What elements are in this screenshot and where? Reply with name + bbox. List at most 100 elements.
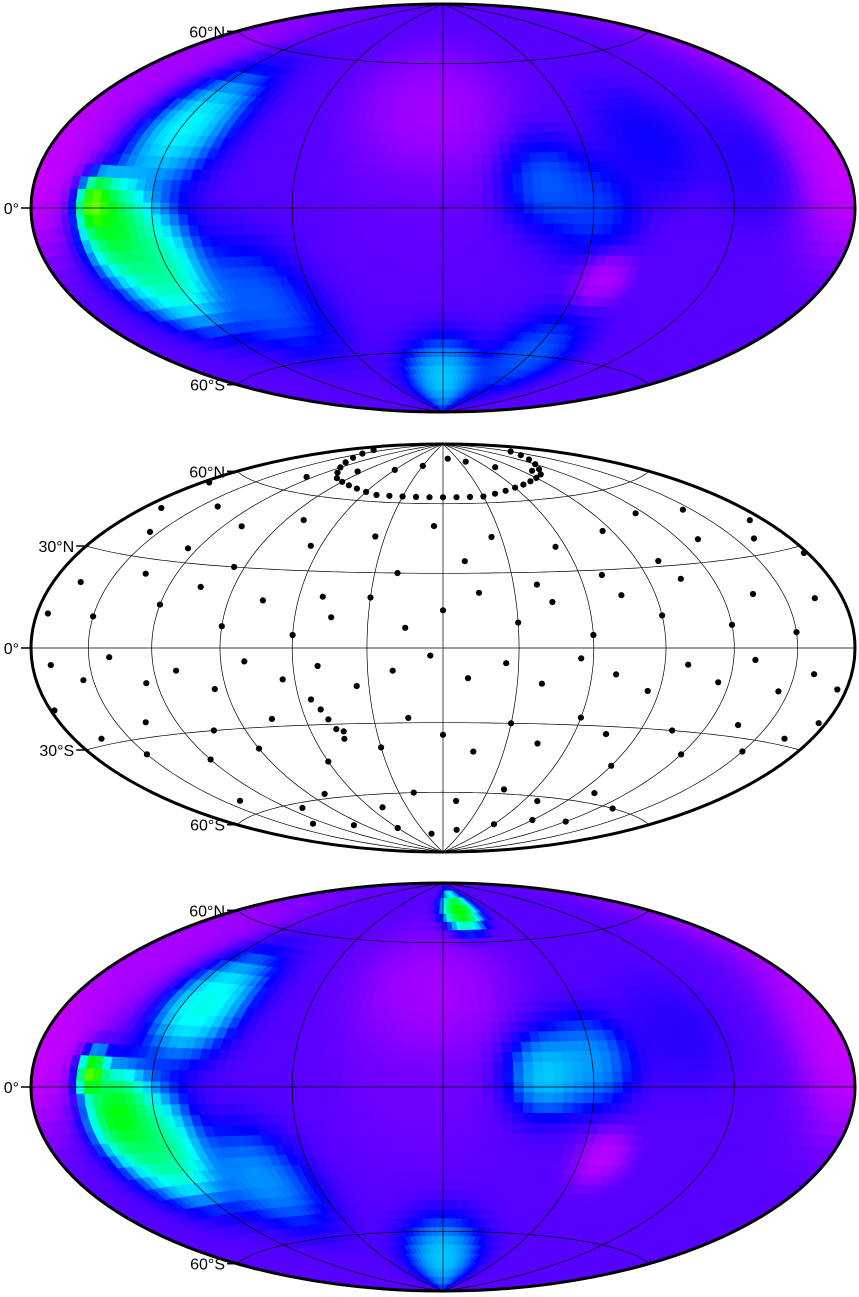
station-point [337, 464, 344, 471]
lat-label: 60°N [189, 24, 225, 41]
station-point [143, 751, 150, 758]
station-point [520, 481, 527, 488]
station-point [590, 631, 597, 639]
station-point [613, 671, 620, 678]
station-point [502, 487, 509, 494]
hammer-map-middle: 60°N 30°N 0° 30°S 60°S [4, 442, 857, 854]
station-point [793, 629, 800, 636]
station-point [90, 613, 97, 620]
station-point [373, 491, 380, 499]
station-point [490, 821, 498, 828]
lat-label: 30°N [38, 539, 74, 556]
station-point [80, 677, 87, 684]
station-point [598, 571, 606, 579]
station-point [532, 461, 539, 468]
station-point [218, 623, 225, 630]
station-point [752, 656, 759, 663]
station-point [173, 667, 180, 674]
station-point [749, 590, 757, 598]
station-point [591, 790, 598, 797]
station-point [632, 510, 639, 517]
parallel-line [236, 31, 650, 65]
station-point [549, 598, 556, 606]
station-point [439, 607, 447, 614]
station-point [644, 687, 651, 695]
station-point [314, 662, 321, 670]
station-point [537, 471, 544, 478]
station-point [207, 756, 214, 763]
station-point [492, 464, 499, 471]
station-point [372, 533, 379, 540]
station-point [507, 448, 514, 455]
station-point [562, 818, 569, 825]
station-point [538, 680, 546, 687]
station-point [427, 652, 434, 659]
station-point [534, 798, 541, 805]
map-body [31, 444, 855, 852]
station-point [289, 631, 296, 639]
station-point [158, 504, 165, 512]
station-point [426, 494, 433, 501]
station-point [98, 735, 105, 742]
graticule [31, 883, 855, 1291]
parallel-line [236, 1230, 650, 1264]
station-point [184, 545, 192, 552]
station-point [678, 751, 685, 758]
parallel-line [86, 545, 800, 574]
station-point [325, 716, 332, 723]
field-raster [31, 4, 855, 412]
station-point [342, 459, 349, 466]
station-point [231, 563, 238, 571]
station-point [536, 466, 543, 473]
station-point [578, 655, 585, 662]
station-point [341, 735, 348, 742]
station-point [333, 475, 340, 482]
lat-label: 0° [4, 201, 19, 218]
map-body [31, 883, 855, 1291]
station-point [815, 720, 822, 727]
station-point [210, 727, 217, 734]
station-point [811, 671, 818, 678]
station-point [367, 594, 374, 601]
station-point [399, 493, 406, 500]
station-point [750, 535, 758, 542]
station-point [470, 748, 477, 755]
parallel-line [236, 351, 650, 385]
station-point [303, 473, 310, 481]
station-point [345, 482, 352, 489]
station-point [728, 621, 736, 628]
lat-label: 60°S [190, 818, 225, 835]
station-point [321, 790, 328, 797]
parallel-line [236, 471, 650, 505]
map-panel-middle: 60°N 30°N 0° 30°S 60°S [0, 440, 859, 860]
station-point [386, 492, 393, 499]
station-point [319, 593, 326, 600]
station-point [609, 805, 616, 812]
station-point [241, 658, 248, 665]
station-point [739, 748, 746, 755]
station-point [439, 731, 447, 738]
station-point [491, 490, 499, 497]
station-point [430, 523, 438, 530]
station-point [444, 455, 451, 462]
station-point [775, 688, 782, 695]
station-point [811, 595, 818, 602]
station-point [350, 822, 357, 829]
station-point [685, 661, 692, 668]
station-point [419, 462, 426, 469]
station-point [515, 619, 522, 626]
station-point [143, 680, 150, 687]
station-point [410, 789, 417, 796]
station-point [379, 804, 386, 811]
station-point [608, 762, 615, 769]
station-point [353, 485, 360, 492]
station-point [333, 726, 340, 733]
station-point [679, 506, 687, 513]
station-point [533, 581, 541, 588]
station-point [503, 660, 510, 667]
station-point [47, 662, 54, 669]
station-point [529, 816, 536, 824]
station-point [146, 528, 154, 535]
map-body [31, 4, 855, 412]
station-point [659, 612, 666, 619]
